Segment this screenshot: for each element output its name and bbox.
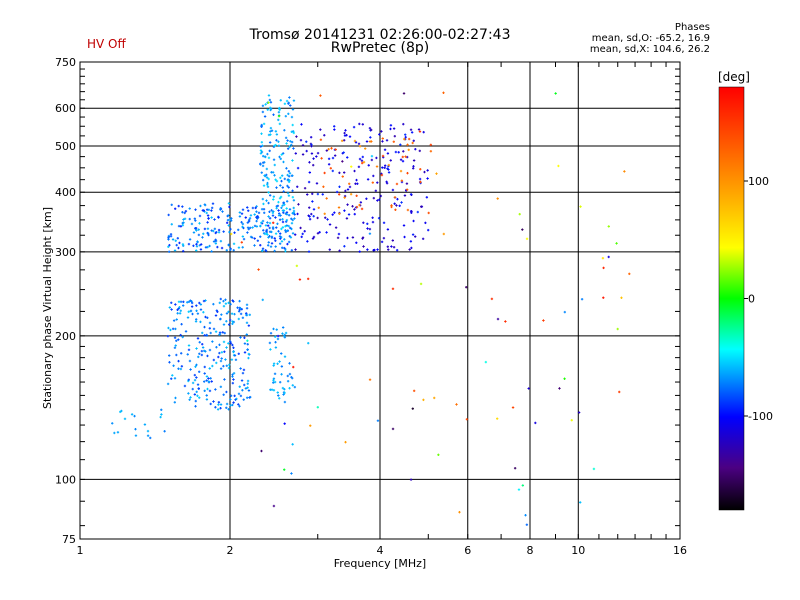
colorbar-tick-label: 0 bbox=[748, 293, 755, 306]
phases-o-stats: mean, sd,O: -65.2, 16.9 bbox=[591, 33, 710, 44]
x-tick-label: 8 bbox=[527, 544, 534, 557]
colorbar-tick-label: 100 bbox=[748, 175, 769, 188]
x-tick-label: 2 bbox=[227, 544, 234, 557]
x-axis-label: Frequency [MHz] bbox=[333, 557, 427, 570]
colorbar bbox=[718, 86, 745, 511]
y-tick-label: 500 bbox=[55, 140, 76, 153]
y-tick-label: 100 bbox=[55, 473, 76, 486]
x-tick-label: 4 bbox=[377, 544, 384, 557]
phases-x-stats: mean, sd,X: 104.6, 26.2 bbox=[589, 44, 710, 55]
x-tick-label: 1 bbox=[77, 544, 84, 557]
x-tick-label: 10 bbox=[571, 544, 585, 557]
x-tick-label: 6 bbox=[464, 544, 471, 557]
y-tick-label: 750 bbox=[55, 56, 76, 69]
hv-status: HV Off bbox=[87, 37, 126, 51]
phases-title: Phases bbox=[674, 22, 710, 33]
colorbar-tick-label: -100 bbox=[748, 410, 773, 423]
chart-title: Tromsø 20141231 02:26:00-02:27:43 bbox=[249, 27, 511, 43]
y-tick-label: 600 bbox=[55, 102, 76, 115]
y-tick-label: 75 bbox=[62, 533, 76, 546]
y-tick-label: 400 bbox=[55, 186, 76, 199]
y-tick-label: 300 bbox=[55, 246, 76, 259]
x-tick-label: 16 bbox=[673, 544, 687, 557]
chart-subtitle: RwPretec (8p) bbox=[330, 40, 430, 56]
colorbar-label: [deg] bbox=[718, 70, 750, 84]
plot-frame bbox=[79, 61, 681, 540]
y-tick-label: 200 bbox=[55, 330, 76, 343]
